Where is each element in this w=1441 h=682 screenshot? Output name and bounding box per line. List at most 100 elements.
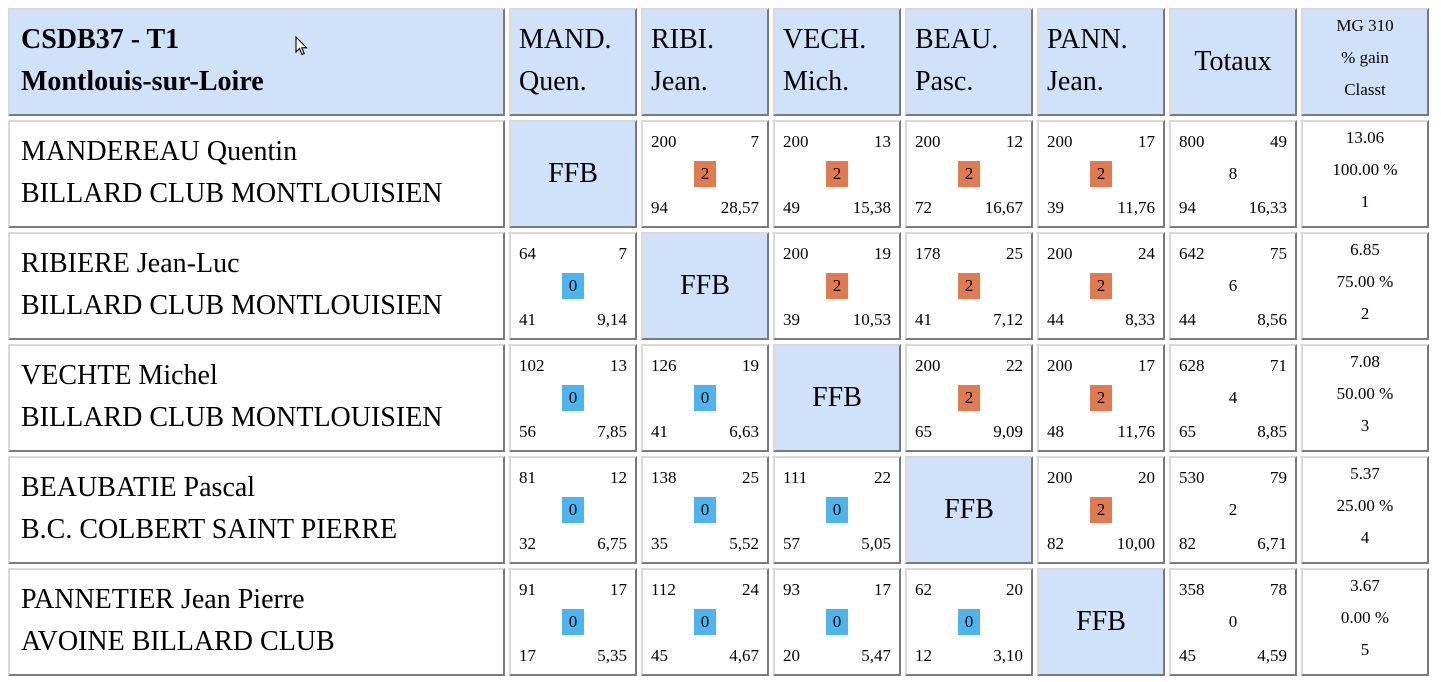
score-average: 6,75 [597,534,627,553]
score-average: 7,12 [993,310,1023,329]
rank: 2 [1360,304,1370,323]
score-innings: 20 [1138,468,1155,487]
score-average: 5,52 [729,534,759,553]
score-average: 16,67 [984,198,1023,217]
match-result-cell: 64 7 41 9,14 0 [509,232,637,340]
score-high-run: 45 [1179,646,1196,665]
score-points: 81 [519,468,536,487]
match-result-cell: 91 17 17 5,35 0 [509,568,637,676]
rank: 3 [1360,416,1370,435]
score-average: 8,56 [1257,310,1287,329]
score-average: 8,85 [1257,422,1287,441]
header-player-4: BEAU. Pasc. [905,8,1033,116]
score-average: 6,71 [1257,534,1287,553]
score-points: 358 [1179,580,1205,599]
match-points-badge: 0 [694,385,716,411]
gain-percent: 75.00 % [1336,272,1394,291]
self-match-cell: FFB [905,456,1033,564]
rank: 4 [1360,528,1370,547]
header-mg: MG 310 % gain Classt [1301,8,1429,116]
match-points-badge: 0 [826,497,848,523]
match-points-badge: 2 [1090,497,1112,523]
score-average: 5,35 [597,646,627,665]
match-points-badge: 2 [1090,273,1112,299]
score-average: 11,76 [1117,422,1155,441]
score-high-run: 48 [1047,422,1064,441]
match-points-badge: 0 [826,609,848,635]
score-average: 15,38 [852,198,891,217]
totals-cell: 530 79 82 6,71 2 [1169,456,1297,564]
score-points: 112 [651,580,676,599]
score-points: 200 [783,244,809,263]
player-name: BEAUBATIE Pascal [21,472,256,503]
totals-cell: 358 78 45 4,59 0 [1169,568,1297,676]
score-high-run: 65 [1179,422,1196,441]
score-innings: 20 [1006,580,1023,599]
totals-cell: 628 71 65 8,85 4 [1169,344,1297,452]
score-average: 9,09 [993,422,1023,441]
header-totals: Totaux [1169,8,1297,116]
score-average: 10,00 [1116,534,1155,553]
score-points: 200 [1047,468,1073,487]
score-high-run: 82 [1047,534,1064,553]
score-innings: 25 [1006,244,1023,263]
header-row: CSDB37 - T1 Montlouis-sur-Loire MAND. Qu… [8,8,1429,116]
score-innings: 13 [874,132,891,151]
player-club: BILLARD CLUB MONTLOUISIEN [21,290,443,321]
score-average: 10,53 [852,310,891,329]
header-gain-label: % gain [1341,48,1389,67]
match-result-cell: 200 13 49 15,38 2 [773,120,901,228]
player-club: BILLARD CLUB MONTLOUISIEN [21,402,443,433]
header-player-5: PANN. Jean. [1037,8,1165,116]
score-points: 138 [651,468,677,487]
match-result-cell: 178 25 41 7,12 2 [905,232,1033,340]
score-high-run: 39 [1047,198,1064,217]
score-innings: 7 [618,244,628,263]
header-player-abbr: VECH. [783,24,867,55]
score-average: 6,63 [729,422,759,441]
score-high-run: 72 [915,198,932,217]
score-innings: 19 [742,356,759,375]
header-rank-label: Classt [1344,80,1386,99]
match-points-badge: 2 [694,161,716,187]
player-row: MANDEREAU Quentin BILLARD CLUB MONTLOUISI… [8,120,1429,228]
score-points: 200 [915,356,941,375]
player-club: AVOINE BILLARD CLUB [21,626,335,657]
header-player-1: MAND. Quen. [509,8,637,116]
score-points: 200 [1047,132,1073,151]
match-points-badge: 0 [958,609,980,635]
score-average: 4,59 [1257,646,1287,665]
tournament-title: CSDB37 - T1 [21,24,180,55]
score-high-run: 41 [915,310,932,329]
header-player-abbr: MAND. [519,24,612,55]
self-match-cell: FFB [773,344,901,452]
match-points-badge: 2 [958,161,980,187]
match-points-badge: 2 [958,273,980,299]
header-player-first: Jean. [651,66,708,97]
totals-cell: 800 49 94 16,33 8 [1169,120,1297,228]
match-result-cell: 200 7 94 28,57 2 [641,120,769,228]
score-average: 3,10 [993,646,1023,665]
gain-percent: 25.00 % [1336,496,1394,515]
score-points: 126 [651,356,677,375]
player-name: MANDEREAU Quentin [21,136,298,167]
header-player-3: VECH. Mich. [773,8,901,116]
score-average: 11,76 [1117,198,1155,217]
header-player-abbr: BEAU. [915,24,999,55]
score-high-run: 17 [519,646,536,665]
match-result-cell: 200 20 82 10,00 2 [1037,456,1165,564]
header-player-first: Pasc. [915,66,974,97]
total-points: 4 [1228,388,1238,407]
score-high-run: 41 [651,422,668,441]
match-points-badge: 2 [1090,161,1112,187]
match-result-cell: 200 17 39 11,76 2 [1037,120,1165,228]
player-name-cell: MANDEREAU Quentin BILLARD CLUB MONTLOUISI… [8,120,505,228]
tournament-title-cell: CSDB37 - T1 Montlouis-sur-Loire [8,8,505,116]
score-high-run: 12 [915,646,932,665]
totals-cell: 642 75 44 8,56 6 [1169,232,1297,340]
header-player-abbr: RIBI. [651,24,714,55]
player-name: PANNETIER Jean Pierre [21,584,305,615]
score-average: 16,33 [1248,198,1287,217]
score-average: 28,57 [720,198,759,217]
player-name-cell: BEAUBATIE Pascal B.C. COLBERT SAINT PIERR… [8,456,505,564]
